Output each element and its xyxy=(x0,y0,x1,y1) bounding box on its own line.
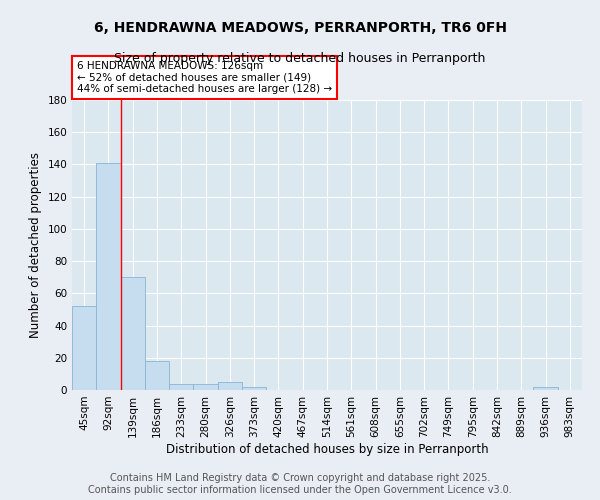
Bar xyxy=(242,387,266,390)
Bar xyxy=(218,382,242,390)
Bar xyxy=(145,361,169,390)
Text: Contains HM Land Registry data © Crown copyright and database right 2025.
Contai: Contains HM Land Registry data © Crown c… xyxy=(88,474,512,495)
X-axis label: Distribution of detached houses by size in Perranporth: Distribution of detached houses by size … xyxy=(166,442,488,456)
Text: 6 HENDRAWNA MEADOWS: 126sqm
← 52% of detached houses are smaller (149)
44% of se: 6 HENDRAWNA MEADOWS: 126sqm ← 52% of det… xyxy=(77,61,332,94)
Bar xyxy=(121,277,145,390)
Bar xyxy=(169,384,193,390)
Text: Size of property relative to detached houses in Perranporth: Size of property relative to detached ho… xyxy=(115,52,485,65)
Text: 6, HENDRAWNA MEADOWS, PERRANPORTH, TR6 0FH: 6, HENDRAWNA MEADOWS, PERRANPORTH, TR6 0… xyxy=(94,21,506,35)
Bar xyxy=(533,387,558,390)
Y-axis label: Number of detached properties: Number of detached properties xyxy=(29,152,42,338)
Bar xyxy=(72,306,96,390)
Bar xyxy=(96,163,121,390)
Bar xyxy=(193,384,218,390)
